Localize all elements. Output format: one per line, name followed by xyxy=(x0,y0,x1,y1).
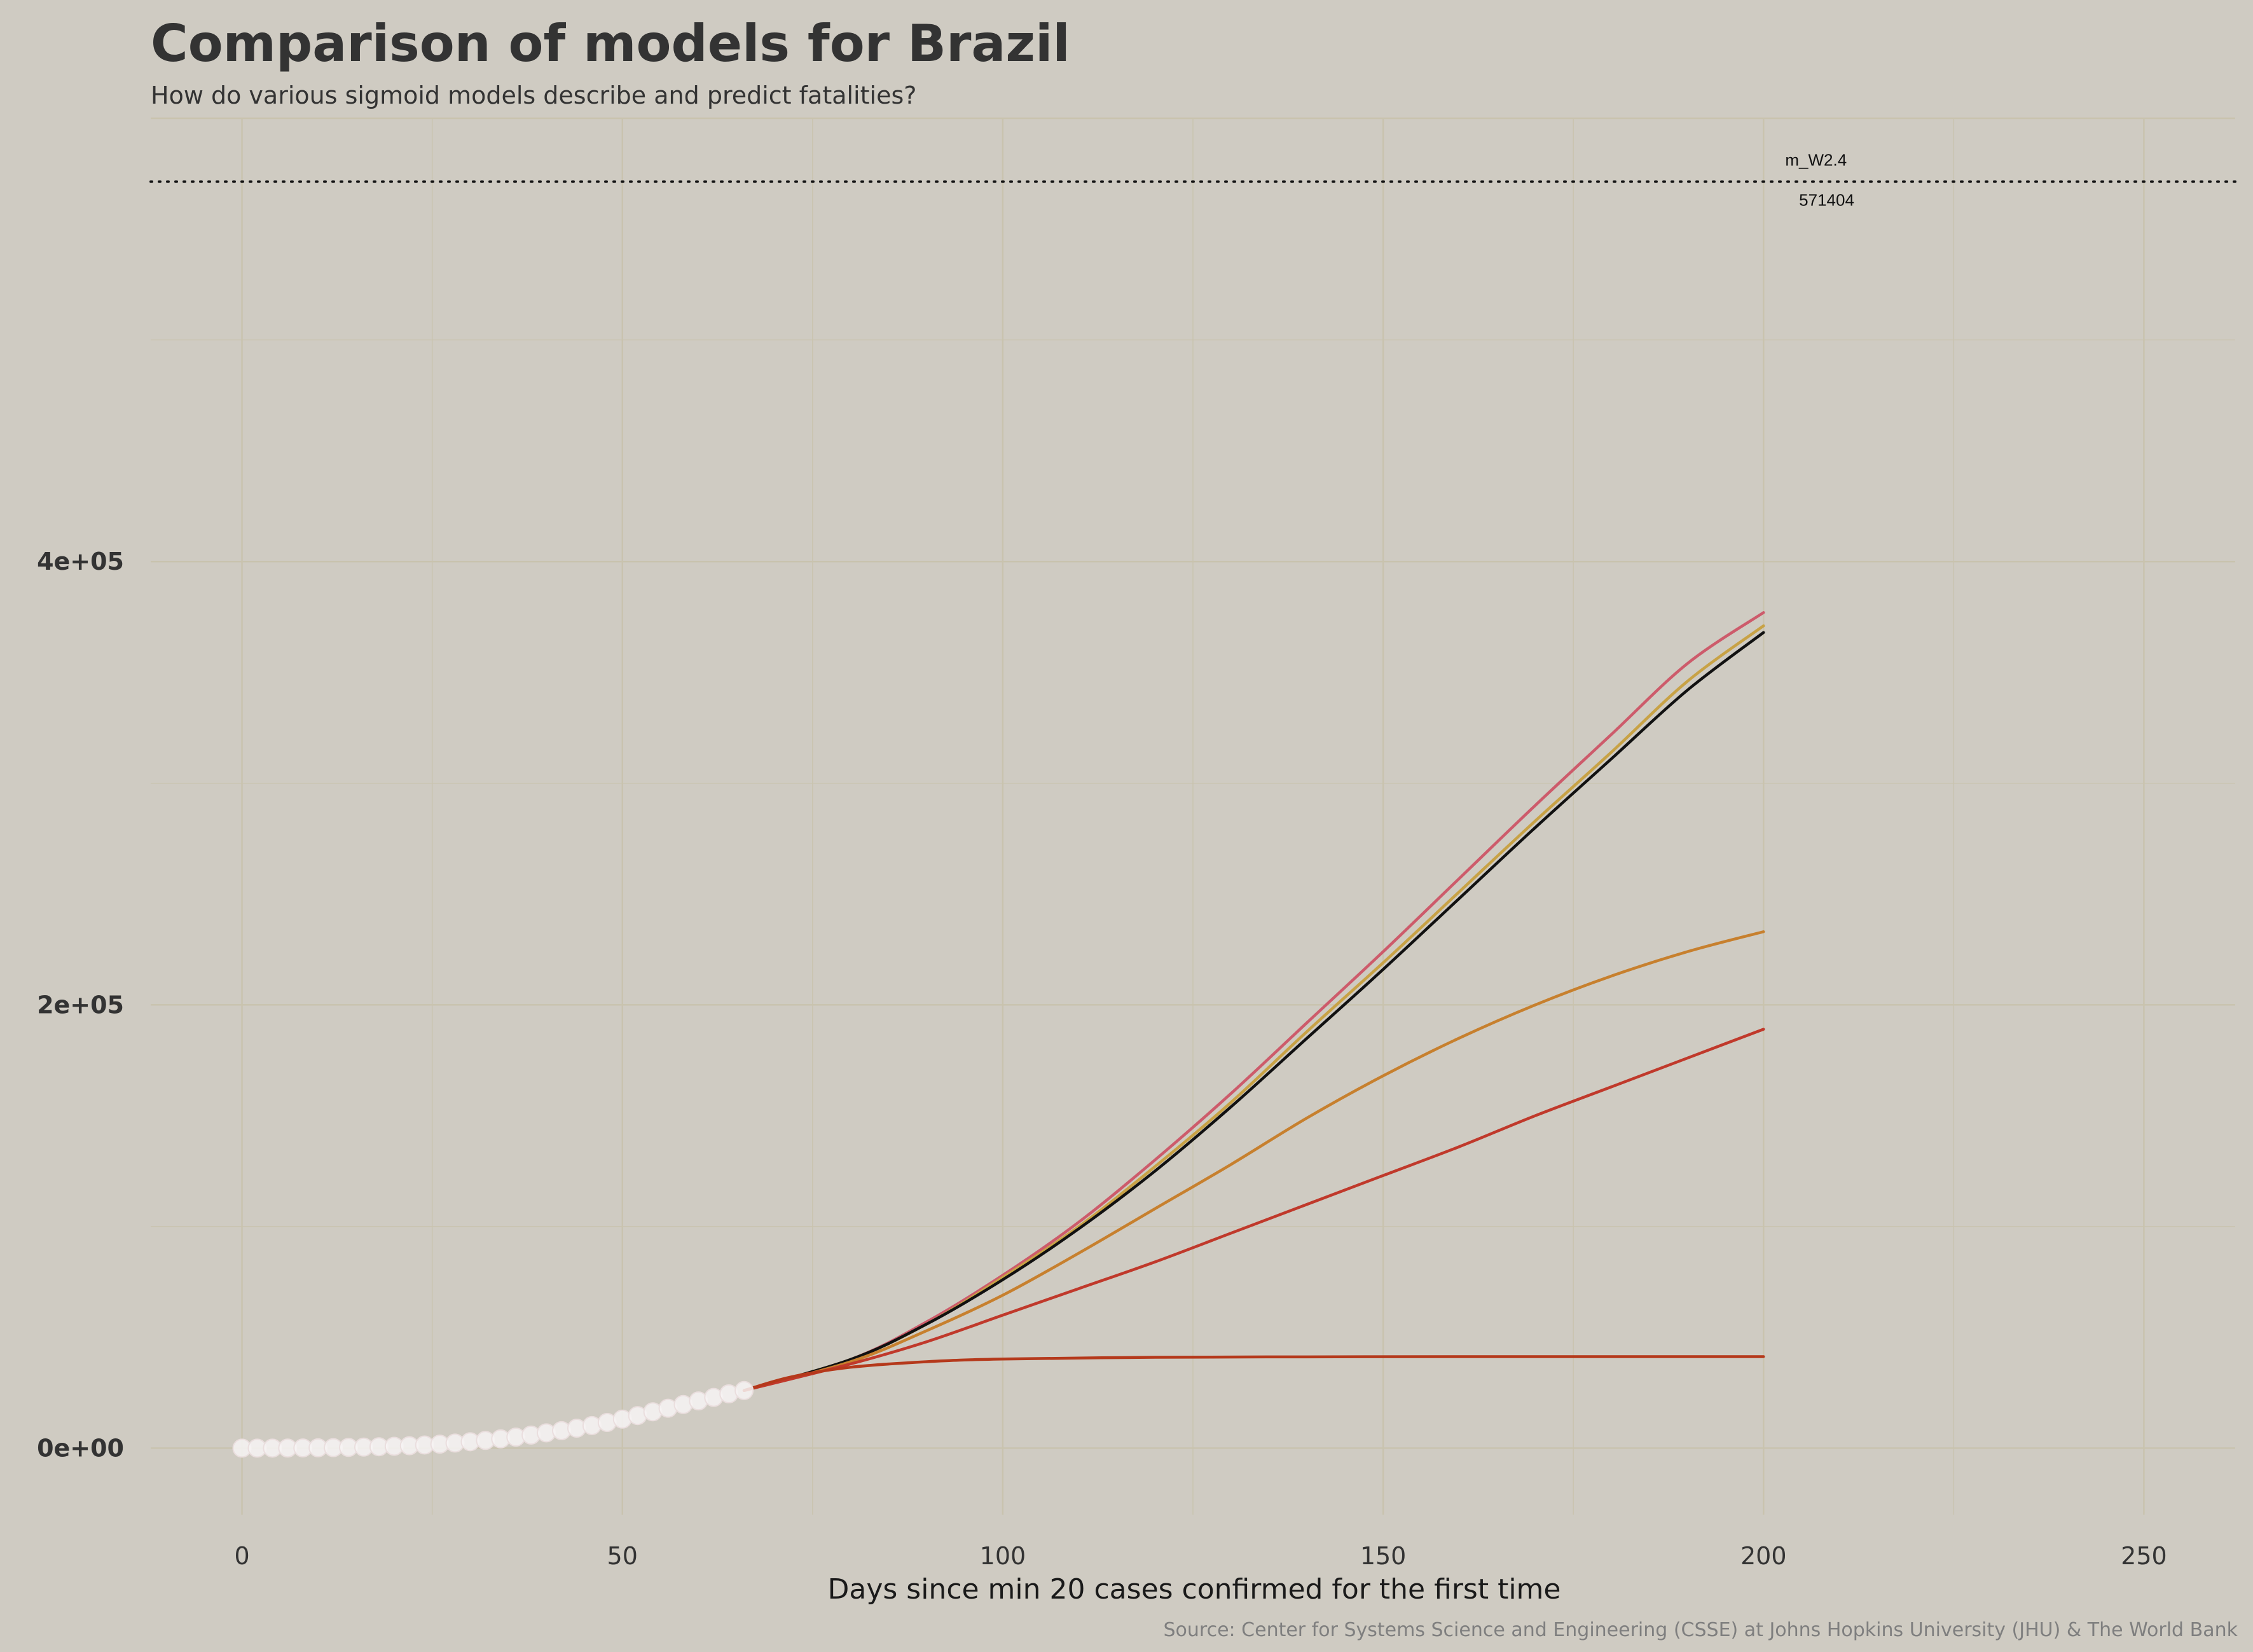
reference-value: 571404 xyxy=(1799,191,1854,210)
y-axis: 0e+00 2e+05 4e+05 xyxy=(37,547,124,1462)
model-line-1 xyxy=(742,611,1765,1393)
x-tick-label: 0 xyxy=(234,1542,249,1570)
x-tick-label: 200 xyxy=(1740,1542,1787,1570)
model-lines xyxy=(742,611,1765,1393)
model-line-5 xyxy=(742,1028,1765,1393)
y-tick-label: 0e+00 xyxy=(37,1434,124,1462)
model-line-4 xyxy=(742,930,1765,1393)
x-tick-label: 50 xyxy=(607,1542,638,1570)
model-line-3 xyxy=(742,631,1765,1393)
model-line-6 xyxy=(742,1355,1765,1393)
observed-points xyxy=(232,1380,754,1458)
observed-point xyxy=(734,1380,754,1400)
x-axis: 0 50 100 150 200 250 xyxy=(234,1542,2167,1570)
chart-subtitle: How do various sigmoid models describe a… xyxy=(151,81,917,109)
x-tick-label: 100 xyxy=(980,1542,1026,1570)
chart-caption: Source: Center for Systems Science and E… xyxy=(1163,1619,2238,1641)
x-tick-label: 250 xyxy=(2121,1542,2167,1570)
y-tick-label: 2e+05 xyxy=(37,991,124,1019)
x-axis-label: Days since min 20 cases confirmed for th… xyxy=(827,1573,1561,1606)
chart-title: Comparison of models for Brazil xyxy=(151,14,1070,73)
grid-lines xyxy=(151,117,2235,1515)
reference-line-group: m_W2.4 571404 xyxy=(149,151,2236,210)
y-tick-label: 4e+05 xyxy=(37,547,124,575)
reference-label: m_W2.4 xyxy=(1785,151,1847,170)
model-line-2 xyxy=(742,624,1765,1393)
x-tick-label: 150 xyxy=(1360,1542,1407,1570)
